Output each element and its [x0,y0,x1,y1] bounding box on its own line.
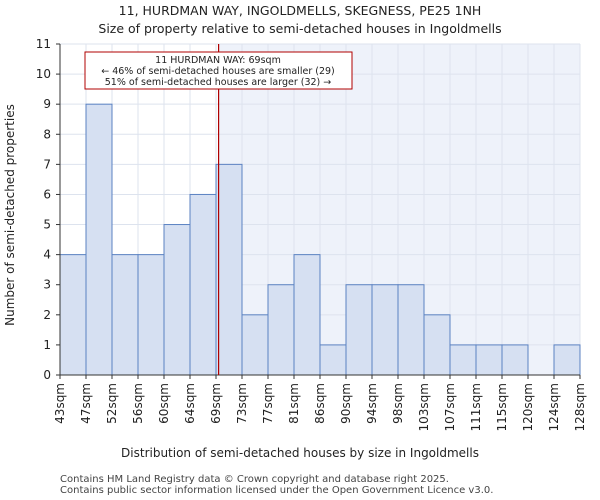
annotation-box [84,51,353,90]
histogram-bar [371,284,399,376]
x-tick-label: 47sqm [79,383,93,424]
x-tick-label: 56sqm [131,383,145,424]
x-tick-label: 86sqm [313,383,327,424]
footer-line-1: Contains HM Land Registry data © Crown c… [60,474,449,485]
y-tick-label: 8 [43,127,51,141]
histogram-bar [293,254,321,376]
x-tick-label: 107sqm [443,383,457,431]
x-tick-label: 69sqm [209,383,223,424]
y-tick-label: 7 [43,157,51,171]
histogram-bar [397,284,425,376]
x-tick-label: 64sqm [183,383,197,424]
histogram-bar [319,344,347,376]
histogram-bar [241,314,269,376]
y-tick-label: 6 [43,187,51,201]
x-tick-label: 98sqm [391,383,405,424]
y-tick-label: 1 [43,338,51,352]
annotation-larger: 51% of semi-detached houses are larger (… [105,77,332,88]
annotation-title: 11 HURDMAN WAY: 69sqm [155,55,281,66]
y-tick-label: 11 [36,37,51,51]
histogram-bar [345,284,373,376]
histogram-bar [553,344,581,376]
y-tick-label: 4 [43,248,51,262]
x-tick-label: 90sqm [339,383,353,424]
histogram-bar [137,254,165,376]
x-tick-label: 120sqm [521,383,535,431]
y-tick-label: 3 [43,278,51,292]
histogram-bar [215,163,243,376]
x-tick-label: 103sqm [417,383,431,431]
x-tick-label: 124sqm [547,383,561,431]
chart-subtitle: Size of property relative to semi-detach… [98,21,501,36]
histogram-bar [59,254,87,376]
x-tick-label: 73sqm [235,383,249,424]
x-tick-label: 111sqm [469,383,483,431]
chart-title: 11, HURDMAN WAY, INGOLDMELLS, SKEGNESS, … [119,3,482,18]
y-tick-label: 10 [36,67,51,81]
y-tick-label: 9 [43,97,51,111]
annotation-smaller: ← 46% of semi-detached houses are smalle… [101,66,335,77]
histogram-bar [449,344,477,376]
y-tick-label: 2 [43,308,51,322]
y-axis-label: Number of semi-detached properties [3,104,17,326]
x-tick-label: 77sqm [261,383,275,424]
x-tick-label: 128sqm [573,383,587,431]
x-tick-label: 60sqm [157,383,171,424]
histogram-bar [189,193,217,376]
footer-line-2: Contains public sector information licen… [60,485,494,496]
histogram-bar [423,314,451,376]
x-tick-label: 115sqm [495,383,509,431]
x-tick-label: 43sqm [53,383,67,424]
x-tick-label: 94sqm [365,383,379,424]
y-tick-label: 5 [43,218,51,232]
histogram-bar [267,284,295,376]
histogram-bar [163,224,191,376]
histogram-bar [475,344,503,376]
x-tick-label: 52sqm [105,383,119,424]
y-tick-label: 0 [43,368,51,382]
histogram-bar [501,344,529,376]
x-tick-label: 81sqm [287,383,301,424]
x-axis-label: Distribution of semi-detached houses by … [121,446,479,460]
histogram-bar [85,103,113,376]
histogram-bar [111,254,139,376]
